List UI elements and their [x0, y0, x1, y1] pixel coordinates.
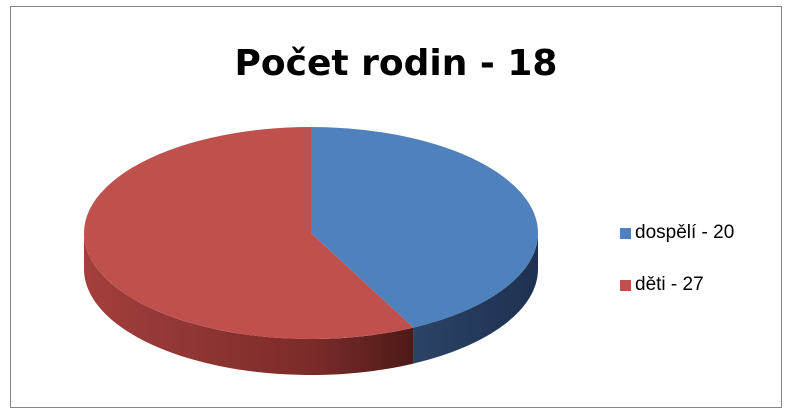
chart-title: Počet rodin - 18	[234, 43, 558, 84]
legend-item-0: dospělí - 20	[620, 220, 734, 246]
pie-slice-0	[311, 127, 538, 328]
pie-slice-1	[83, 127, 414, 339]
pie-slice-side-0	[413, 233, 538, 364]
legend-label-0: dospělí - 20	[635, 222, 735, 243]
legend-swatch-1	[620, 279, 631, 291]
pie-slice-side-1	[84, 233, 414, 375]
legend-swatch-0	[620, 227, 631, 239]
legend-label-1: děti - 27	[635, 274, 704, 295]
legend-item-1: děti - 27	[620, 272, 734, 298]
legend: dospělí - 20 děti - 27	[620, 220, 734, 324]
